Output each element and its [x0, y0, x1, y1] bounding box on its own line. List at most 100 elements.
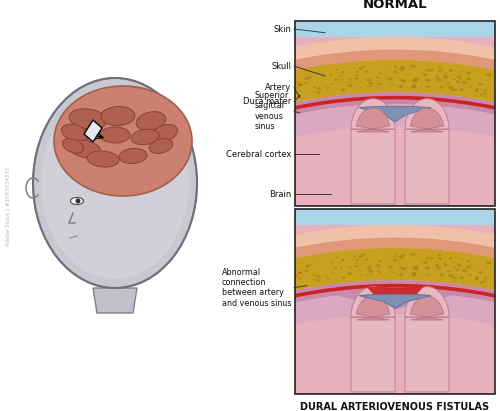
Ellipse shape — [62, 139, 84, 153]
Ellipse shape — [452, 78, 456, 80]
Ellipse shape — [400, 66, 405, 69]
Ellipse shape — [70, 140, 100, 158]
Ellipse shape — [466, 260, 471, 263]
Ellipse shape — [460, 70, 462, 71]
Ellipse shape — [356, 259, 359, 261]
Ellipse shape — [392, 71, 397, 74]
Text: NORMAL: NORMAL — [362, 0, 428, 11]
Ellipse shape — [391, 83, 394, 85]
Ellipse shape — [334, 268, 335, 269]
Ellipse shape — [136, 112, 166, 130]
Ellipse shape — [426, 71, 428, 72]
Ellipse shape — [340, 263, 342, 264]
Ellipse shape — [398, 85, 404, 88]
Ellipse shape — [414, 80, 418, 83]
Ellipse shape — [326, 90, 328, 91]
Polygon shape — [295, 292, 495, 325]
Polygon shape — [410, 296, 444, 320]
Ellipse shape — [456, 76, 461, 79]
Ellipse shape — [326, 90, 329, 92]
Ellipse shape — [308, 76, 312, 78]
Ellipse shape — [334, 267, 338, 269]
Ellipse shape — [438, 258, 440, 259]
Ellipse shape — [377, 270, 380, 272]
Ellipse shape — [450, 71, 452, 72]
Polygon shape — [359, 106, 431, 122]
Ellipse shape — [296, 81, 298, 83]
Ellipse shape — [440, 274, 444, 277]
Ellipse shape — [332, 84, 334, 85]
Ellipse shape — [459, 277, 462, 278]
Text: Skin: Skin — [273, 25, 291, 34]
Ellipse shape — [313, 274, 316, 276]
Ellipse shape — [70, 198, 84, 205]
Ellipse shape — [483, 280, 486, 282]
Ellipse shape — [436, 74, 438, 75]
Ellipse shape — [298, 83, 303, 86]
Ellipse shape — [376, 76, 380, 79]
Polygon shape — [295, 238, 495, 258]
Ellipse shape — [396, 72, 399, 74]
Ellipse shape — [386, 265, 388, 266]
Ellipse shape — [426, 69, 430, 71]
Ellipse shape — [425, 267, 428, 269]
Ellipse shape — [362, 66, 365, 68]
Text: Abnormal
connection
between artery
and venous sinus: Abnormal connection between artery and v… — [222, 268, 291, 308]
Ellipse shape — [150, 139, 172, 153]
Ellipse shape — [402, 268, 406, 270]
Ellipse shape — [304, 82, 308, 84]
Ellipse shape — [360, 86, 362, 88]
Ellipse shape — [316, 91, 320, 94]
Ellipse shape — [332, 272, 334, 273]
Ellipse shape — [101, 106, 135, 125]
Ellipse shape — [399, 256, 404, 259]
Polygon shape — [356, 296, 390, 320]
Ellipse shape — [398, 273, 404, 276]
Ellipse shape — [388, 68, 390, 69]
Ellipse shape — [342, 72, 344, 73]
Polygon shape — [405, 287, 449, 392]
Text: Adobe Stock | #1063634272: Adobe Stock | #1063634272 — [5, 166, 11, 246]
Ellipse shape — [468, 274, 471, 276]
Ellipse shape — [436, 262, 438, 263]
Ellipse shape — [377, 275, 379, 276]
Ellipse shape — [410, 65, 416, 68]
Ellipse shape — [462, 81, 467, 84]
Ellipse shape — [444, 76, 448, 79]
Ellipse shape — [482, 84, 484, 85]
Ellipse shape — [395, 68, 397, 69]
Ellipse shape — [318, 260, 320, 261]
Ellipse shape — [428, 86, 431, 88]
Ellipse shape — [412, 272, 416, 275]
Ellipse shape — [435, 264, 439, 267]
Ellipse shape — [378, 260, 382, 262]
Ellipse shape — [368, 82, 373, 85]
Ellipse shape — [354, 256, 356, 257]
Ellipse shape — [448, 86, 453, 89]
Ellipse shape — [365, 259, 368, 261]
Ellipse shape — [339, 77, 341, 78]
Ellipse shape — [425, 79, 428, 81]
Ellipse shape — [304, 270, 308, 272]
Ellipse shape — [388, 78, 393, 81]
Ellipse shape — [444, 262, 446, 264]
Ellipse shape — [436, 79, 442, 81]
Ellipse shape — [423, 74, 427, 76]
Ellipse shape — [76, 199, 80, 203]
Ellipse shape — [298, 278, 301, 279]
Text: Skull: Skull — [271, 62, 291, 71]
Ellipse shape — [466, 72, 471, 74]
Ellipse shape — [410, 253, 416, 256]
Ellipse shape — [391, 271, 394, 273]
Ellipse shape — [394, 273, 396, 275]
Polygon shape — [295, 225, 495, 248]
Polygon shape — [295, 60, 495, 102]
Ellipse shape — [444, 264, 448, 267]
Ellipse shape — [448, 274, 453, 277]
Ellipse shape — [476, 276, 478, 278]
Text: Superior
sagittal
venous
sinus: Superior sagittal venous sinus — [255, 91, 289, 131]
Ellipse shape — [394, 85, 396, 86]
Ellipse shape — [411, 85, 416, 88]
Ellipse shape — [366, 86, 368, 87]
Ellipse shape — [152, 125, 178, 142]
